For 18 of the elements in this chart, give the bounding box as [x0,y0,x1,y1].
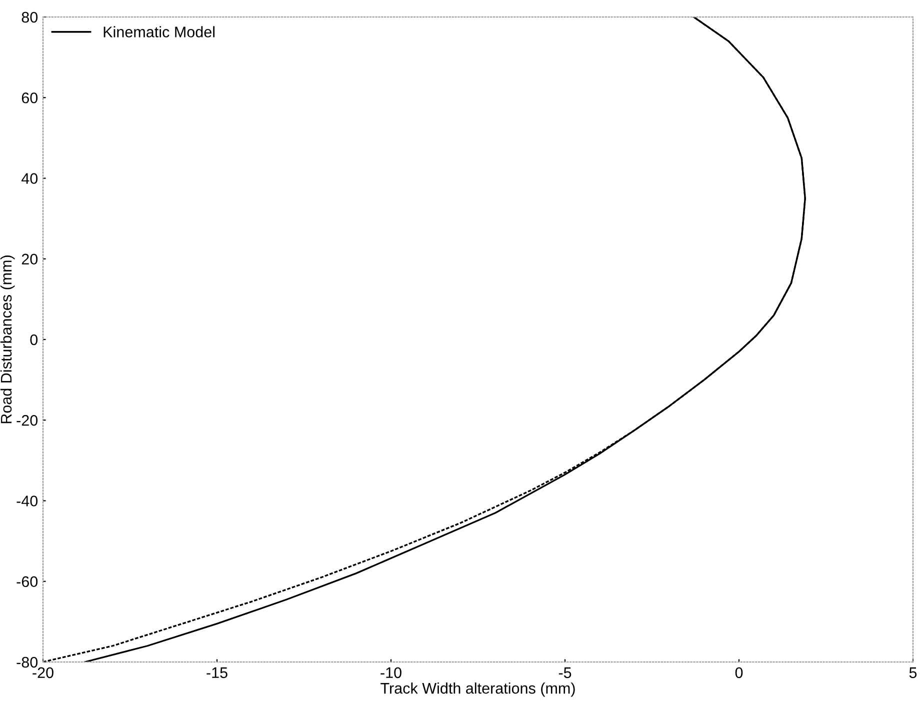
y-axis-title: Road Disturbances (mm) [0,256,15,424]
x-axis-title: Track Width alterations (mm) [380,682,575,697]
y-tick-label: 0 [30,334,38,346]
y-tick-label: -80 [16,656,38,668]
x-tick-label: 0 [735,667,743,678]
x-tick-label: -20 [32,667,54,678]
y-tick-label: 20 [22,254,38,265]
y-tick-label: -60 [16,576,38,588]
y-tick-label: 40 [22,173,38,184]
x-tick-label: -15 [206,667,228,678]
x-tick-label: -10 [380,667,402,678]
x-tick-label: -5 [558,667,572,678]
legend-label: Kinematic Model [104,26,214,38]
y-tick-label: 60 [22,92,38,104]
y-tick-label: -40 [16,496,38,506]
y-tick-label: 80 [22,12,38,23]
x-tick-label: 5 [909,667,917,678]
y-tick-label: -20 [16,414,38,426]
